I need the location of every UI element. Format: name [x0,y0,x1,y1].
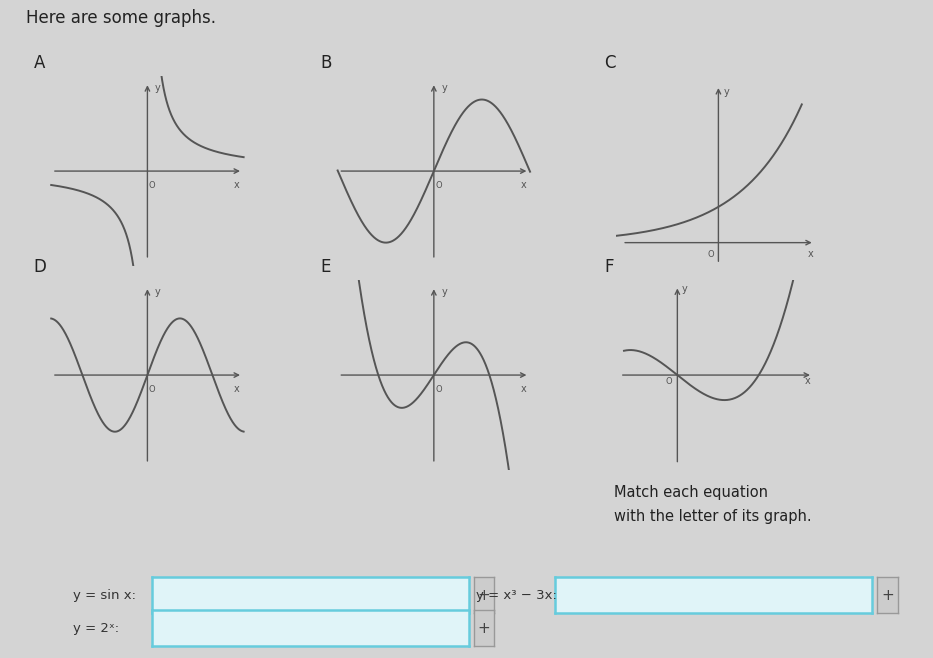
Text: y: y [441,287,447,297]
Text: y = 2ˣ:: y = 2ˣ: [73,622,118,634]
Text: B: B [320,55,331,72]
Text: x: x [234,180,240,190]
Text: +: + [478,588,491,603]
Text: y: y [155,287,160,297]
Text: +: + [478,620,491,636]
Text: x: x [521,180,526,190]
Text: y = sin x:: y = sin x: [73,589,136,601]
Text: O: O [436,181,442,190]
Text: y: y [681,284,688,293]
Text: +: + [881,588,894,603]
Text: O: O [436,385,442,394]
Text: O: O [707,250,714,259]
Text: O: O [149,385,156,394]
Text: y: y [723,87,729,97]
Text: F: F [605,259,614,276]
Text: x: x [521,384,526,394]
Text: A: A [34,55,45,72]
Text: y: y [441,83,447,93]
Text: D: D [34,259,47,276]
Text: O: O [665,377,672,386]
Text: Match each equation: Match each equation [614,485,768,500]
Text: O: O [149,181,156,190]
Text: y = x³ − 3x:: y = x³ − 3x: [476,589,557,601]
Text: x: x [804,376,811,386]
Text: C: C [605,55,616,72]
Text: y: y [155,83,160,93]
Text: x: x [808,249,814,259]
Text: Here are some graphs.: Here are some graphs. [26,9,216,27]
Text: with the letter of its graph.: with the letter of its graph. [614,509,812,524]
Text: x: x [234,384,240,394]
Text: E: E [320,259,330,276]
